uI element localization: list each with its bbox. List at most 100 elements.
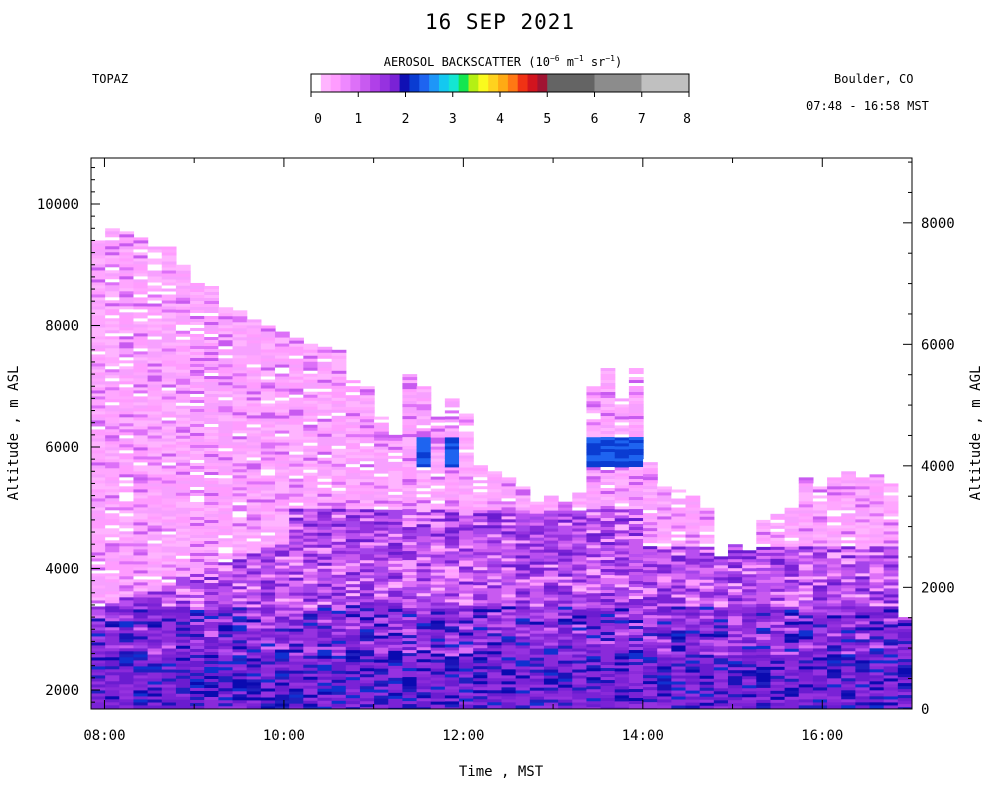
heatmap-cell [657, 528, 672, 532]
heatmap-cell [600, 695, 616, 699]
heatmap-cell [331, 688, 347, 693]
heatmap-cell [317, 616, 333, 621]
heatmap-cell [444, 698, 460, 702]
heatmap-cell [317, 514, 333, 519]
heatmap-cell [388, 494, 404, 499]
heatmap-cell [501, 564, 517, 568]
heatmap-cell [713, 592, 729, 596]
heatmap-cell [444, 665, 460, 669]
heatmap-cell [331, 379, 347, 384]
heatmap-cell [600, 479, 616, 483]
heatmap-cell [600, 617, 616, 621]
heatmap-cell [119, 264, 135, 268]
heatmap-cell [374, 425, 389, 430]
heatmap-cell [515, 579, 531, 583]
heatmap-cell [416, 413, 432, 417]
heatmap-cell [416, 686, 432, 690]
heatmap-cell [515, 549, 531, 553]
heatmap-cell [529, 597, 545, 602]
heatmap-cell [586, 443, 602, 447]
heatmap-cell [459, 470, 474, 474]
heatmap-cell [175, 405, 191, 410]
heatmap-cell [345, 494, 361, 498]
heatmap-cell [416, 485, 432, 489]
heatmap-cell [699, 519, 715, 524]
heatmap-cell [402, 557, 418, 561]
heatmap-cell [359, 536, 375, 540]
heatmap-cell [685, 528, 701, 532]
heatmap-cell [515, 573, 531, 577]
heatmap-cell [359, 434, 375, 438]
heatmap-cell [713, 676, 729, 680]
heatmap-cell [260, 670, 276, 674]
heatmap-cell [416, 599, 432, 603]
heatmap-cell [558, 675, 573, 680]
heatmap-cell [628, 701, 644, 705]
heatmap-cell [303, 556, 319, 561]
heatmap-cell [119, 501, 135, 505]
colorbar-swatch [379, 74, 391, 92]
heatmap-cell [628, 569, 644, 573]
heatmap-cell [359, 581, 375, 585]
heatmap-cell [275, 529, 290, 533]
heatmap-cell [572, 684, 588, 688]
heatmap-cell [260, 646, 276, 650]
heatmap-cell [444, 497, 460, 501]
heatmap-cell [713, 658, 729, 662]
heatmap-cell [246, 454, 262, 458]
heatmap-cell [147, 624, 163, 628]
heatmap-cell [246, 484, 262, 488]
heatmap-cell [359, 533, 375, 537]
heatmap-cell [161, 474, 177, 478]
heatmap-cell [119, 609, 135, 613]
heatmap-cell [402, 482, 418, 486]
heatmap-cell [402, 689, 418, 693]
heatmap-cell [388, 698, 404, 703]
heatmap-cell [444, 530, 460, 534]
heatmap-cell [232, 352, 248, 356]
heatmap-cell [374, 689, 389, 694]
heatmap-cell [275, 532, 290, 536]
heatmap-cell [190, 408, 205, 413]
heatmap-cell [374, 443, 389, 448]
heatmap-cell [671, 600, 687, 604]
heatmap-cell [713, 568, 729, 572]
heatmap-cell [232, 511, 248, 515]
heatmap-cell [515, 618, 531, 622]
heatmap-cell [359, 524, 375, 528]
heatmap-cell [232, 568, 248, 572]
heatmap-cell [331, 610, 347, 615]
heatmap-cell [218, 382, 234, 386]
heatmap-cell [685, 612, 701, 616]
heatmap-cell [105, 468, 120, 472]
heatmap-cell [345, 422, 361, 426]
heatmap-cell [374, 590, 389, 595]
heatmap-cell [515, 519, 531, 523]
heatmap-cell [699, 537, 715, 542]
heatmap-cell [359, 707, 375, 709]
heatmap-cell [260, 607, 276, 611]
heatmap-cell [473, 591, 488, 595]
heatmap-cell [614, 671, 630, 675]
heatmap-cell [190, 675, 205, 680]
heatmap-cell [459, 647, 474, 651]
heatmap-cell [657, 696, 672, 700]
heatmap-cell [119, 681, 135, 685]
heatmap-cell [190, 528, 205, 533]
heatmap-cell [529, 705, 545, 709]
heatmap-cell [133, 294, 149, 298]
heatmap-cell [727, 544, 743, 548]
heatmap-cell [289, 397, 304, 402]
heatmap-cell [275, 511, 290, 515]
heatmap-cell [345, 464, 361, 468]
heatmap-cell [133, 297, 149, 301]
heatmap-cell [628, 650, 644, 654]
heatmap-cell [444, 449, 460, 453]
heatmap-cell [260, 442, 276, 446]
heatmap-cell [161, 672, 177, 676]
heatmap-cell [232, 526, 248, 530]
heatmap-cell [543, 498, 559, 502]
heatmap-cell [628, 641, 644, 645]
heatmap-cell [119, 585, 135, 589]
heatmap-cell [444, 551, 460, 555]
